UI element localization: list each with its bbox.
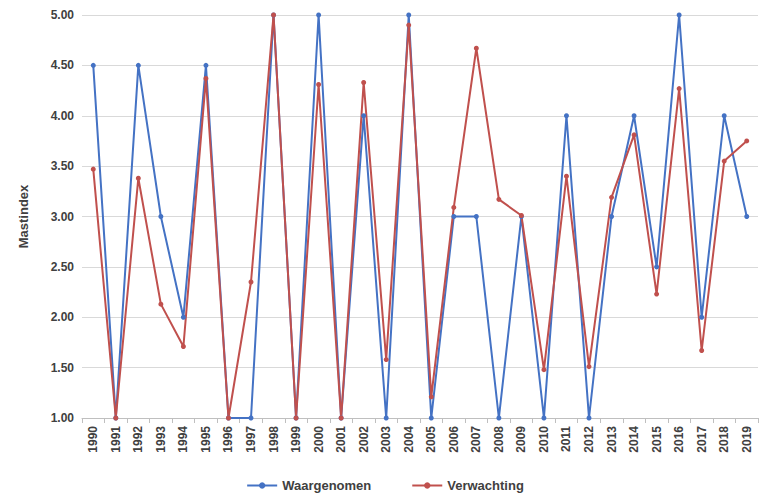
svg-text:2012: 2012 [582, 426, 596, 453]
svg-text:1999: 1999 [289, 426, 303, 453]
svg-text:2005: 2005 [424, 426, 438, 453]
svg-text:1990: 1990 [86, 426, 100, 453]
svg-text:Waargenomen: Waargenomen [282, 478, 371, 493]
svg-text:3.50: 3.50 [51, 159, 75, 173]
svg-text:Verwachting: Verwachting [447, 478, 524, 493]
svg-text:2.00: 2.00 [51, 310, 75, 324]
svg-text:2019: 2019 [740, 426, 754, 453]
svg-text:2001: 2001 [334, 426, 348, 453]
svg-text:2016: 2016 [672, 426, 686, 453]
svg-text:2008: 2008 [492, 426, 506, 453]
svg-text:2018: 2018 [717, 426, 731, 453]
svg-text:2.50: 2.50 [51, 260, 75, 274]
svg-text:1997: 1997 [244, 426, 258, 453]
svg-text:4.00: 4.00 [51, 109, 75, 123]
svg-text:5.00: 5.00 [51, 8, 75, 22]
svg-text:1995: 1995 [199, 426, 213, 453]
svg-text:2006: 2006 [447, 426, 461, 453]
svg-text:2011: 2011 [559, 426, 573, 452]
svg-text:3.00: 3.00 [51, 210, 75, 224]
svg-text:1.50: 1.50 [51, 361, 75, 375]
svg-text:1994: 1994 [176, 426, 190, 453]
svg-text:2007: 2007 [469, 426, 483, 453]
svg-text:2003: 2003 [379, 426, 393, 453]
svg-text:2014: 2014 [627, 426, 641, 453]
svg-text:1.00: 1.00 [51, 411, 75, 425]
svg-text:2010: 2010 [537, 426, 551, 453]
svg-text:1998: 1998 [267, 426, 281, 453]
svg-text:2002: 2002 [357, 426, 371, 453]
svg-text:1996: 1996 [221, 426, 235, 453]
svg-text:Mastindex: Mastindex [16, 184, 31, 248]
svg-text:1992: 1992 [131, 426, 145, 453]
svg-text:1993: 1993 [154, 426, 168, 453]
svg-text:2013: 2013 [605, 426, 619, 453]
svg-text:2009: 2009 [514, 426, 528, 453]
svg-text:2004: 2004 [402, 426, 416, 453]
svg-text:4.50: 4.50 [51, 58, 75, 72]
svg-text:1991: 1991 [109, 426, 123, 453]
svg-text:2000: 2000 [312, 426, 326, 453]
svg-text:2017: 2017 [695, 426, 709, 453]
svg-text:2015: 2015 [650, 426, 664, 453]
